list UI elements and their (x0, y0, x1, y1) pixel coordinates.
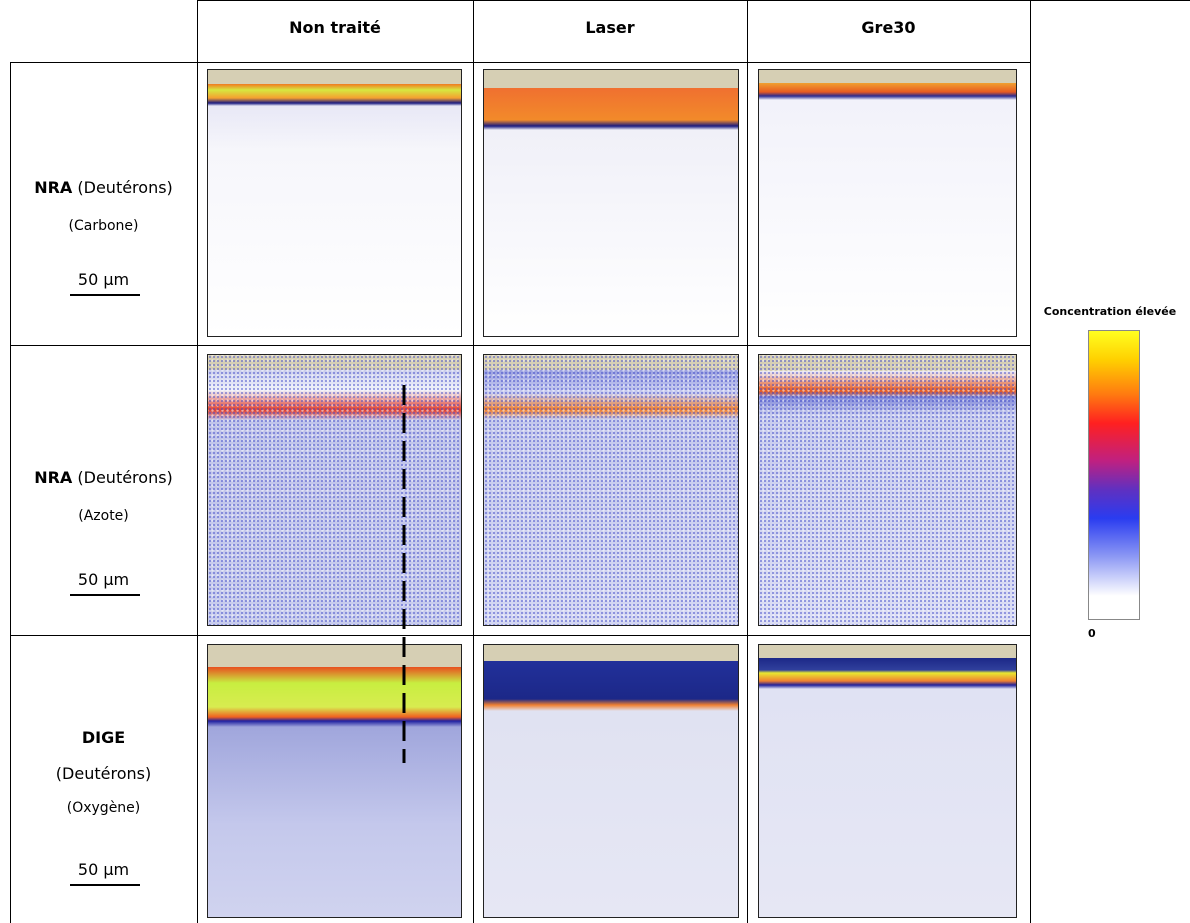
map-image (483, 354, 739, 626)
element: (Oxygène) (66, 800, 141, 816)
map-image (483, 69, 739, 337)
grid-line (197, 0, 1190, 1)
row-label: NRA (Deutérons) (10, 468, 197, 487)
beam: (Deutérons) (77, 178, 173, 197)
method: DIGE (81, 728, 126, 747)
grid-line (10, 62, 1030, 63)
column-header: Non traité (289, 18, 381, 37)
scale-bar (70, 884, 140, 886)
grid-line (473, 0, 474, 923)
beam: (Deutérons) (77, 468, 173, 487)
noise (759, 355, 1016, 625)
method: NRA (34, 468, 73, 487)
grid-line (197, 0, 198, 923)
map-image (207, 644, 462, 918)
grid-line (10, 635, 1030, 636)
colorbar-low-label: 0 (1088, 627, 1096, 640)
method: NRA (34, 178, 73, 197)
map-image (758, 644, 1017, 918)
grid-line (10, 345, 1030, 346)
map-image (207, 354, 462, 626)
grid-line (1030, 0, 1031, 923)
grid-line (747, 0, 748, 923)
scale-bar (70, 294, 140, 296)
scale-label: 50 µm (77, 270, 130, 289)
element: (Carbone) (68, 218, 139, 234)
column-header: Gre30 (861, 18, 916, 37)
scale-bar (70, 594, 140, 596)
colorbar-high-label: Concentration élevée (1043, 305, 1177, 318)
row-label: NRA (Deutérons) (10, 178, 197, 197)
map-image (483, 644, 739, 918)
element: (Azote) (78, 508, 129, 524)
scale-label: 50 µm (77, 860, 130, 879)
column-header: Laser (585, 18, 635, 37)
profile-line (402, 385, 406, 763)
noise (208, 355, 461, 625)
scale-label: 50 µm (77, 570, 130, 589)
map-image (758, 354, 1017, 626)
colorbar (1088, 330, 1140, 620)
noise (484, 355, 738, 625)
map-image (758, 69, 1017, 337)
grid-line (10, 62, 11, 923)
beam: (Deutérons) (55, 764, 152, 783)
map-image (207, 69, 462, 337)
